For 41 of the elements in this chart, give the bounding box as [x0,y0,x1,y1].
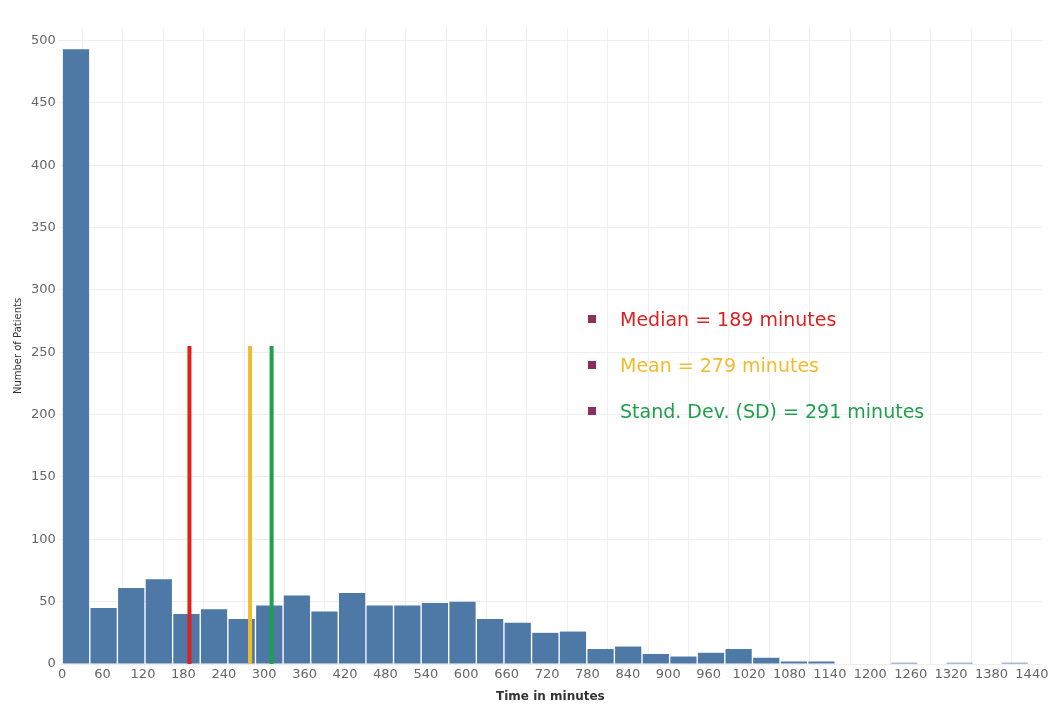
y-axis-title: Number of Patients [11,297,23,395]
x-tick-label: 840 [615,666,641,682]
x-tick-label: 360 [292,666,318,682]
y-tick-label: 400 [30,156,56,172]
x-tick-label: 1140 [813,666,847,682]
x-tick-label: 480 [373,666,398,682]
x-tick-label: 960 [696,666,722,682]
x-tick-label: 420 [332,666,358,682]
x-tick-label: 1440 [1015,666,1049,682]
y-tick-label: 350 [30,218,56,234]
annotation: Median = 189 minutes [620,308,837,330]
y-tick-label: 450 [30,94,56,110]
x-tick-label: 900 [655,666,681,682]
y-tick-label: 50 [39,593,56,609]
annotation: Stand. Dev. (SD) = 291 minutes [620,400,925,422]
y-tick-label: 150 [30,468,56,484]
x-tick-label: 1020 [732,666,766,682]
x-tick-label: 1080 [772,666,807,682]
x-tick-label: 1260 [894,666,928,682]
x-tick-label: 1380 [974,666,1009,682]
y-tick-label: 0 [47,655,56,671]
x-tick-label: 720 [534,666,560,682]
x-tick-label: 660 [494,666,520,682]
x-tick-label: 60 [94,666,111,682]
x-tick-label: 780 [575,666,600,682]
x-tick-label: 240 [211,666,237,682]
x-tick-label: 540 [413,666,439,682]
y-tick-label: 100 [30,530,56,546]
annotation: Mean = 279 minutes [620,354,819,376]
x-tick-label: 180 [170,666,196,682]
y-tick-label: 500 [30,31,56,47]
x-tick-label: 1200 [853,666,887,682]
y-tick-label: 250 [30,343,56,359]
x-tick-label: 0 [58,666,67,682]
x-tick-label: 300 [251,666,277,682]
y-tick-label: 300 [30,281,56,297]
x-axis-title: Time in minutes [496,688,605,703]
x-tick-label: 1320 [934,666,968,682]
x-tick-label: 120 [130,666,156,682]
x-tick-label: 600 [453,666,479,682]
y-tick-label: 200 [30,405,56,421]
